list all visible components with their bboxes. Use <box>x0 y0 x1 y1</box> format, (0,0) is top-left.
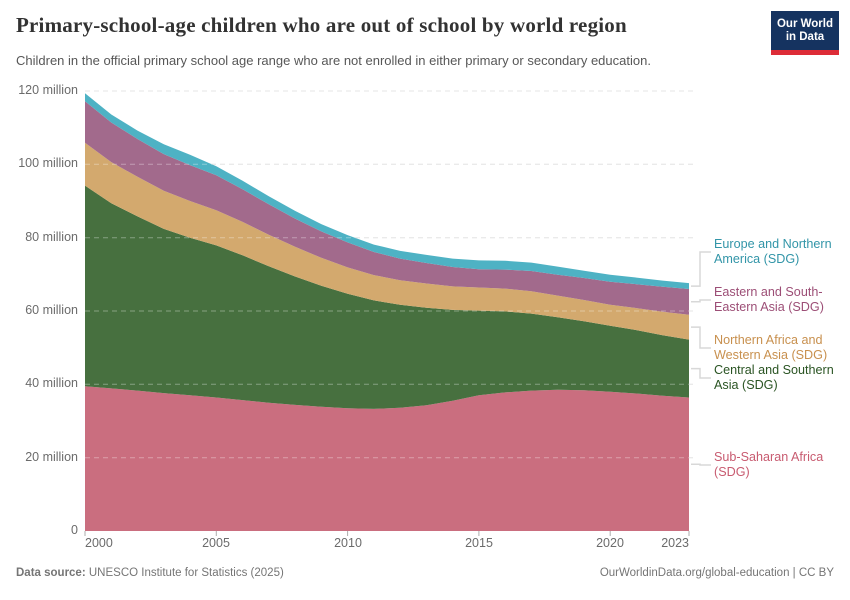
legend-item-sub-saharan-africa[interactable]: Sub-Saharan Africa (SDG) <box>714 450 824 479</box>
owid-logo[interactable]: Our World in Data <box>771 11 839 55</box>
legend-item-northern-africa-western-asia[interactable]: Northern Africa and Western Asia (SDG) <box>714 333 828 362</box>
chart-area: 120 million 100 million 80 million 60 mi… <box>0 80 850 560</box>
x-axis-tick-2020: 2020 <box>596 536 624 550</box>
data-source: Data source: UNESCO Institute for Statis… <box>16 567 284 579</box>
y-axis-tick-80m: 80 million <box>25 230 78 244</box>
x-axis-tick-2015: 2015 <box>465 536 493 550</box>
owid-logo-line2: in Data <box>785 31 825 43</box>
credit-link[interactable]: OurWorldinData.org/global-education | CC… <box>599 567 834 579</box>
y-axis-tick-20m: 20 million <box>25 450 78 464</box>
legend-item-central-southern-asia[interactable]: Central and Southern Asia (SDG) <box>714 363 834 392</box>
owid-logo-line1: Our World <box>776 18 833 30</box>
page-title: Primary-school-age children who are out … <box>16 13 627 37</box>
chart-subtitle: Children in the official primary school … <box>16 53 651 68</box>
y-axis-tick-100m: 100 million <box>18 156 78 170</box>
x-axis-tick-2000: 2000 <box>85 536 113 550</box>
data-source-text: UNESCO Institute for Statistics (2025) <box>85 567 284 579</box>
y-axis-tick-60m: 60 million <box>25 303 78 317</box>
y-axis-tick-120m: 120 million <box>18 83 78 97</box>
x-axis-tick-2005: 2005 <box>202 536 230 550</box>
x-axis-tick-2010: 2010 <box>334 536 362 550</box>
x-axis-tick-2023: 2023 <box>661 536 689 550</box>
legend-item-eastern-south-eastern-asia[interactable]: Eastern and South-Eastern Asia (SDG) <box>714 285 824 314</box>
stacked-area-chart[interactable] <box>0 80 850 560</box>
footer: Data source: UNESCO Institute for Statis… <box>16 567 834 579</box>
data-source-label: Data source: <box>16 567 86 579</box>
legend-item-europe-northern-america[interactable]: Europe and Northern America (SDG) <box>714 237 832 266</box>
y-axis-tick-40m: 40 million <box>25 376 78 390</box>
y-axis-tick-0: 0 <box>71 523 78 537</box>
